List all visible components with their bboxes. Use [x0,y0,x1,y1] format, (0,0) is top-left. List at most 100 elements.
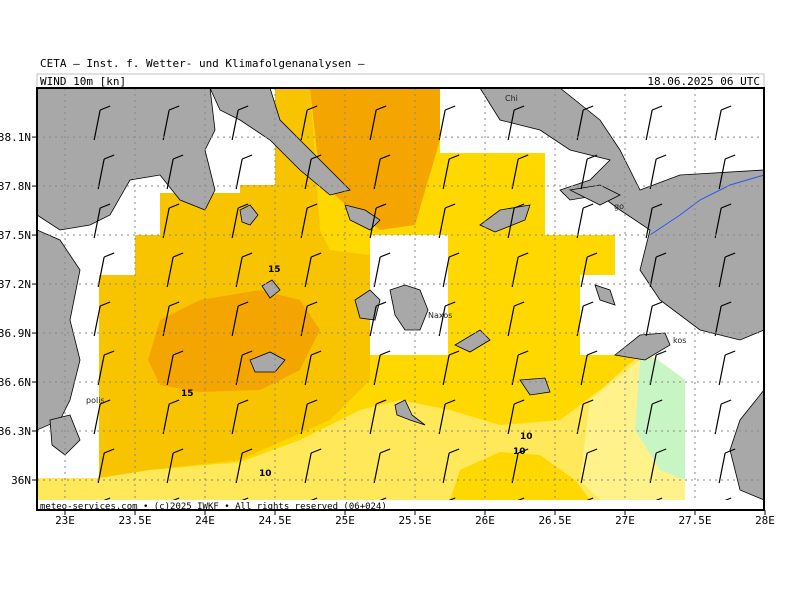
wind-barb [304,154,322,190]
wind-barb [580,448,598,484]
wind-barb [718,154,736,190]
map-area: 15 15 10 10 10 Chi Naxos kos polis go me… [37,88,764,510]
lon-label: 24.5E [258,514,291,527]
wind-barb [93,301,111,337]
wind-barb [369,301,387,337]
lon-label: 26E [475,514,495,527]
place-label: polis [86,396,105,405]
wind-barb [576,105,594,141]
wind-barb [300,105,318,141]
wind-barb [442,154,460,190]
wind-barb [369,203,387,239]
wind-barb [511,252,529,288]
lat-label: 36.6N [0,376,31,389]
lon-label: 23.5E [118,514,151,527]
place-label: Chi [505,94,518,103]
institute: CETA — Inst. f. Wetter- und Klimafolgena… [40,57,365,70]
wind-barb [235,252,253,288]
wind-barb [97,154,115,190]
wind-barb [231,399,249,435]
wind-barb [304,252,322,288]
lat-label: 38.1N [0,131,31,144]
wind-barb [97,252,115,288]
wind-barb [714,301,732,337]
wind-barb [507,301,525,337]
contour-label: 10 [520,432,533,442]
wind-barb [93,105,111,141]
wind-barb [718,350,736,386]
lat-label: 36.3N [0,425,31,438]
wind-barb [649,252,667,288]
wind-barb [235,350,253,386]
wind-barb [580,154,598,190]
wind-barb [580,252,598,288]
wind-barb [645,105,663,141]
wind-barb [231,301,249,337]
wind-barb [166,252,184,288]
wind-barb [304,448,322,484]
wind-barb [93,203,111,239]
lon-label: 27E [615,514,635,527]
wind-barb [718,252,736,288]
wind-barb [231,203,249,239]
wind-barb [369,399,387,435]
wind-barb [304,350,322,386]
wind-barb [162,399,180,435]
wind-barb [97,350,115,386]
wind-barb [235,448,253,484]
wind-barb [576,203,594,239]
lat-label: 36.9N [0,327,31,340]
wind-barb [166,350,184,386]
lon-label: 26.5E [538,514,571,527]
wind-barb [166,448,184,484]
wind-barb [714,203,732,239]
wind-barb [714,105,732,141]
lon-label: 25E [335,514,355,527]
wind-barb [511,154,529,190]
lon-label: 25.5E [398,514,431,527]
wind-barb [507,203,525,239]
valid-time: 18.06.2025 06 UTC [647,75,760,88]
wind-barb [162,203,180,239]
wind-barb [438,105,456,141]
field-name: WIND_10m [kn] [40,75,126,88]
wind-barb [300,399,318,435]
lon-label: 28E [755,514,775,527]
wind-barb [718,448,736,484]
wind-barb [373,448,391,484]
wind-barb [507,399,525,435]
wind-barb [300,301,318,337]
lon-label: 27.5E [678,514,711,527]
place-label: Naxos [428,311,452,320]
wind-barb [442,252,460,288]
wind-barb [442,448,460,484]
wind-barb [576,399,594,435]
lon-label: 23E [55,514,75,527]
lat-label: 37.2N [0,278,31,291]
lat-label: 37.8N [0,180,31,193]
wind-barb [649,350,667,386]
wind-barb [649,154,667,190]
wind-barb [373,350,391,386]
wind-barb [649,448,667,484]
wind-barb [714,399,732,435]
wind-barb [93,399,111,435]
wind-barb [580,350,598,386]
contour-label: 15 [268,265,281,275]
wind-barb [373,252,391,288]
wind-barb [438,399,456,435]
map-frame [36,87,765,511]
wind-barb [442,350,460,386]
wind-barb [97,448,115,484]
wind-barb [235,154,253,190]
lat-label: 37.5N [0,229,31,242]
place-label: kos [673,336,686,345]
wind-barb [373,154,391,190]
wind-barb [438,301,456,337]
wind-barb [162,105,180,141]
wind-barb [645,203,663,239]
wind-barb [369,105,387,141]
wind-barb [645,399,663,435]
contour-label: 10 [259,469,272,479]
